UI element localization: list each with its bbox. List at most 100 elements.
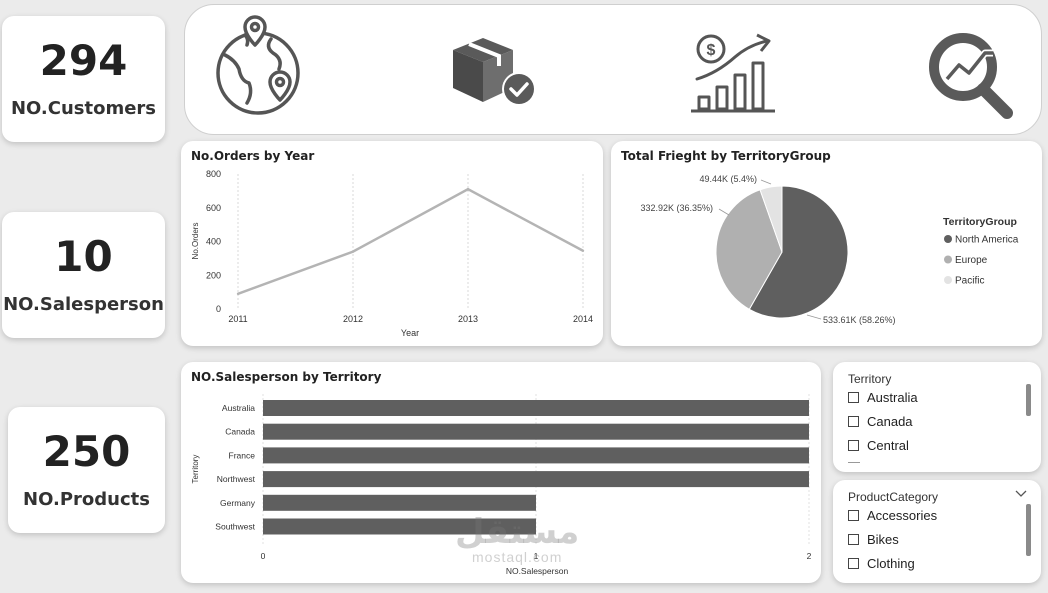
kpi-label: NO.Products (23, 488, 150, 510)
legend-entry[interactable]: North America (955, 235, 1019, 246)
kpi-label: NO.Salesperson (3, 293, 164, 315)
series-line (237, 187, 584, 295)
y-tick-label: France (229, 450, 256, 460)
y-tick-label: 600 (206, 203, 221, 213)
salesperson-by-territory-card: NO.Salesperson by Territory Territory NO… (181, 362, 821, 583)
kpi-card-products: 250 NO.Products (8, 407, 165, 533)
data-point (466, 187, 470, 191)
slicer-item-canada[interactable]: Canada (848, 414, 913, 429)
package-check-icon (453, 38, 536, 106)
y-tick-label: 800 (206, 169, 221, 179)
data-point (581, 249, 585, 252)
kpi-value: 294 (39, 35, 128, 85)
slicer-item-clothing[interactable]: Clothing (848, 556, 915, 571)
y-axis-label: No.Orders (191, 223, 200, 260)
y-tick-label: Southwest (215, 522, 255, 532)
x-tick-label: 2014 (573, 314, 593, 324)
checkbox[interactable] (848, 510, 859, 521)
x-tick-label: 2013 (458, 314, 478, 324)
pie-slice (715, 189, 783, 310)
icon-banner-svg: $ (216, 15, 1013, 119)
y-tick-label: 400 (206, 237, 221, 247)
x-tick-label: 1 (534, 551, 539, 561)
slicer-title: Territory (848, 372, 892, 386)
x-tick-label: 2 (807, 551, 812, 561)
globe-location-icon (216, 15, 300, 115)
bar (263, 400, 809, 416)
chart-title: No.Orders by Year (191, 149, 315, 163)
x-axis-label: NO.Salesperson (506, 566, 569, 576)
data-label: 332.92K (36.35%) (640, 203, 713, 213)
kpi-value: 250 (42, 426, 131, 476)
slicer-item-label: Clothing (867, 556, 915, 571)
legend-entry[interactable]: Europe (955, 255, 988, 266)
territory-slicer[interactable]: Territory Australia Canada Central (833, 362, 1041, 472)
y-tick-label: Germany (220, 498, 256, 508)
y-axis-label: Territory (191, 455, 200, 484)
svg-text:$: $ (707, 42, 716, 59)
chart-title: Total Frieght by TerritoryGroup (621, 149, 831, 163)
x-tick-label: 2011 (228, 314, 247, 324)
slicer-item-label: Bikes (867, 532, 899, 547)
bar (263, 471, 809, 488)
slicer-item-accessories[interactable]: Accessories (848, 508, 937, 523)
checkbox[interactable] (848, 558, 859, 569)
bar (263, 518, 536, 535)
pie-slice (748, 185, 849, 319)
partial-item-divider (848, 462, 860, 463)
y-tick-label: Canada (225, 427, 255, 437)
bar (263, 447, 809, 464)
kpi-label: NO.Customers (10, 97, 157, 119)
kpi-card-salesperson: 10 NO.Salesperson (2, 212, 165, 338)
y-tick-label: 200 (206, 270, 221, 280)
orders-by-year-card: No.Orders by Year No.Orders Year 2011 201… (181, 141, 603, 346)
scrollbar[interactable] (1026, 384, 1031, 416)
y-tick-label: Australia (222, 403, 255, 413)
legend-entry[interactable]: Pacific (955, 276, 984, 287)
slicer-title: ProductCategory (848, 490, 939, 504)
data-label: 49.44K (5.4%) (699, 174, 757, 184)
checkbox[interactable] (848, 416, 859, 427)
legend-swatch (944, 235, 952, 243)
orders-line-chart: No.Orders Year 2011 2012 2013 2014 0 200 400 60… (191, 169, 593, 338)
data-point (236, 292, 240, 296)
slicer-item-label: Central (867, 438, 909, 453)
icon-banner: $ (184, 4, 1042, 135)
data-label: 533.61K (58.26%) (823, 315, 896, 325)
analytics-magnifier-icon (929, 33, 1013, 119)
x-tick-label: 2012 (343, 314, 363, 324)
checkbox[interactable] (848, 392, 859, 403)
freight-by-territory-card: Total Frieght by TerritoryGroup Territor… (611, 141, 1042, 346)
leader-line (760, 179, 772, 185)
pie-slice (759, 185, 783, 253)
bar (263, 494, 536, 511)
slicer-item-label: Australia (867, 390, 918, 405)
slicer-item-bikes[interactable]: Bikes (848, 532, 899, 547)
legend-swatch (944, 276, 952, 284)
slicer-item-central[interactable]: Central (848, 438, 909, 453)
chart-title: NO.Salesperson by Territory (191, 370, 382, 384)
revenue-growth-icon: $ (691, 33, 775, 113)
y-tick-label: Northwest (217, 474, 256, 484)
leader-line (806, 314, 822, 320)
slicer-item-label: Accessories (867, 508, 938, 523)
legend-title: TerritoryGroup (943, 216, 1017, 228)
freight-pie-chart: TerritoryGroup 533.61K (58.26%) North Ame… (640, 174, 1019, 325)
chevron-down-icon[interactable] (1015, 490, 1027, 498)
x-tick-label: 0 (261, 551, 266, 561)
salesperson-bar-chart: Territory NO.Salesperson 0 1 2 Australia Can… (191, 394, 812, 576)
checkbox[interactable] (848, 534, 859, 545)
x-axis-label: Year (401, 328, 419, 338)
kpi-card-customers: 294 NO.Customers (2, 16, 165, 142)
product-category-slicer[interactable]: ProductCategory Accessories Bikes Clothi… (833, 480, 1041, 583)
leader-line (718, 208, 730, 216)
slicer-item-label: Canada (867, 414, 913, 429)
data-point (351, 250, 355, 253)
bar (263, 423, 809, 440)
legend-swatch (944, 255, 952, 264)
slicer-item-australia[interactable]: Australia (848, 390, 918, 405)
scrollbar[interactable] (1026, 504, 1031, 556)
checkbox[interactable] (848, 440, 859, 451)
kpi-value: 10 (54, 231, 113, 281)
y-tick-label: 0 (216, 304, 221, 314)
